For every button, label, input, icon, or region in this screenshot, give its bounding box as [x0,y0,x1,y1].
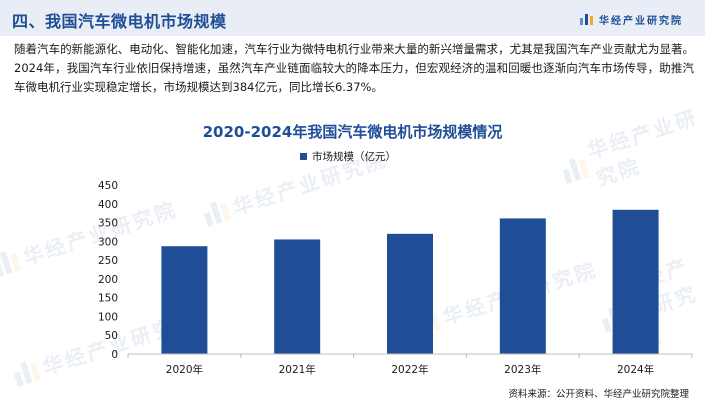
y-tick-label: 350 [98,218,118,230]
legend-label: 市场规模（亿元） [312,150,396,163]
intro-paragraph: 随着汽车的新能源化、电动化、智能化加速，汽车行业为微特电机行业带来大量的新兴增量… [14,42,694,94]
brand-name: 华经产业研究院 [599,16,683,27]
y-tick-label: 450 [98,180,118,192]
x-tick-label: 2020年 [166,363,203,376]
y-tick-label: 50 [105,330,118,342]
legend-swatch [300,153,307,160]
bar-chart: 市场规模（亿元） 0 50 100 150 200 250 300 350 400 450 2020年… [98,150,693,376]
chart-title: 2020-2024年我国汽车微电机市场规模情况 [202,123,503,141]
brand-logo-icon [580,14,593,25]
y-tick-label: 100 [98,311,118,323]
y-tick-label: 0 [111,349,118,361]
x-tick-label: 2023年 [504,363,541,376]
x-tick-label: 2022年 [391,363,428,376]
bar [274,239,321,354]
bar [499,218,546,354]
bar [161,246,208,354]
y-tick-label: 300 [98,236,118,248]
bar [387,233,433,354]
y-tick-label: 400 [98,199,118,211]
x-tick-label: 2024年 [617,363,654,376]
bar [612,209,659,354]
y-tick-label: 200 [98,274,118,286]
y-tick-label: 150 [98,293,118,305]
page-title: 四、我国汽车微电机市场规模 [12,12,227,31]
y-tick-label: 250 [98,255,118,267]
source-note: 资料来源：公开资料、华经产业研究院整理 [508,389,689,400]
x-tick-label: 2021年 [279,363,316,376]
brand: 华经产业研究院 [580,12,683,27]
